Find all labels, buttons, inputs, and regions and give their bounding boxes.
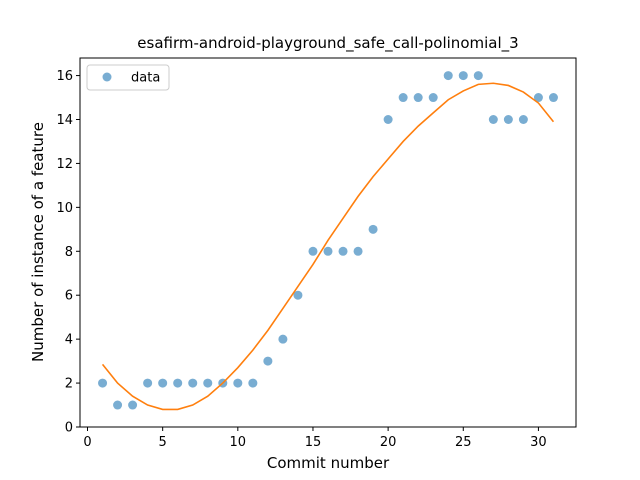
axes-frame	[79, 57, 577, 428]
data-point	[473, 71, 483, 81]
series-layer	[98, 71, 558, 411]
data-point	[428, 93, 438, 103]
data-point	[143, 378, 153, 388]
data-point	[203, 378, 213, 388]
legend-marker	[102, 72, 112, 82]
data-point	[398, 93, 408, 103]
x-tick-label: 15	[305, 435, 322, 450]
plot-area	[79, 57, 577, 428]
data-point	[293, 290, 303, 300]
legend-box	[86, 64, 170, 91]
x-tick-label: 0	[83, 435, 91, 450]
y-tick-label: 10	[56, 201, 73, 216]
chart-title: esafirm-android-playground_safe_call-pol…	[137, 34, 518, 53]
data-point	[368, 224, 378, 234]
x-axis: 0 5 10 15 20 25 30	[83, 427, 547, 450]
x-tick-label: 30	[530, 435, 547, 450]
legend-label: data	[131, 71, 160, 86]
data-point	[533, 93, 543, 103]
y-tick-label: 4	[65, 333, 73, 348]
data-point	[113, 400, 123, 410]
x-tick-label: 5	[159, 435, 167, 450]
data-point	[323, 246, 333, 256]
data-point	[443, 71, 453, 81]
y-tick-label: 0	[65, 421, 73, 436]
x-tick-label: 20	[380, 435, 397, 450]
y-tick-label: 14	[56, 113, 73, 128]
data-point	[383, 115, 393, 124]
data-point	[488, 115, 498, 124]
data-point	[518, 115, 528, 124]
legend: data	[86, 64, 170, 91]
data-point	[278, 334, 288, 344]
y-tick-label: 8	[65, 245, 73, 260]
data-point	[173, 378, 183, 388]
y-axis-label: Number of instance of a feature	[29, 122, 47, 362]
data-point	[263, 356, 273, 366]
data-point	[188, 378, 198, 388]
x-tick-label: 10	[230, 435, 247, 450]
data-point	[98, 378, 108, 388]
data-point	[128, 400, 138, 410]
data-point	[503, 115, 513, 124]
x-axis-label: Commit number	[267, 454, 390, 472]
data-point	[338, 246, 348, 256]
data-point	[308, 246, 318, 256]
y-tick-label: 6	[65, 289, 73, 304]
x-tick-label: 25	[455, 435, 472, 450]
data-point	[353, 246, 363, 256]
y-axis: 0 2 4 6 8 10 12 14 16	[56, 69, 80, 436]
data-point	[548, 93, 558, 103]
y-tick-label: 12	[56, 157, 73, 172]
data-point	[413, 93, 423, 103]
data-point	[233, 378, 243, 388]
data-point	[458, 71, 468, 81]
y-tick-label: 16	[56, 69, 73, 84]
data-point	[248, 378, 258, 388]
y-tick-label: 2	[65, 377, 73, 392]
data-point	[158, 378, 168, 388]
fit-line	[101, 82, 555, 411]
